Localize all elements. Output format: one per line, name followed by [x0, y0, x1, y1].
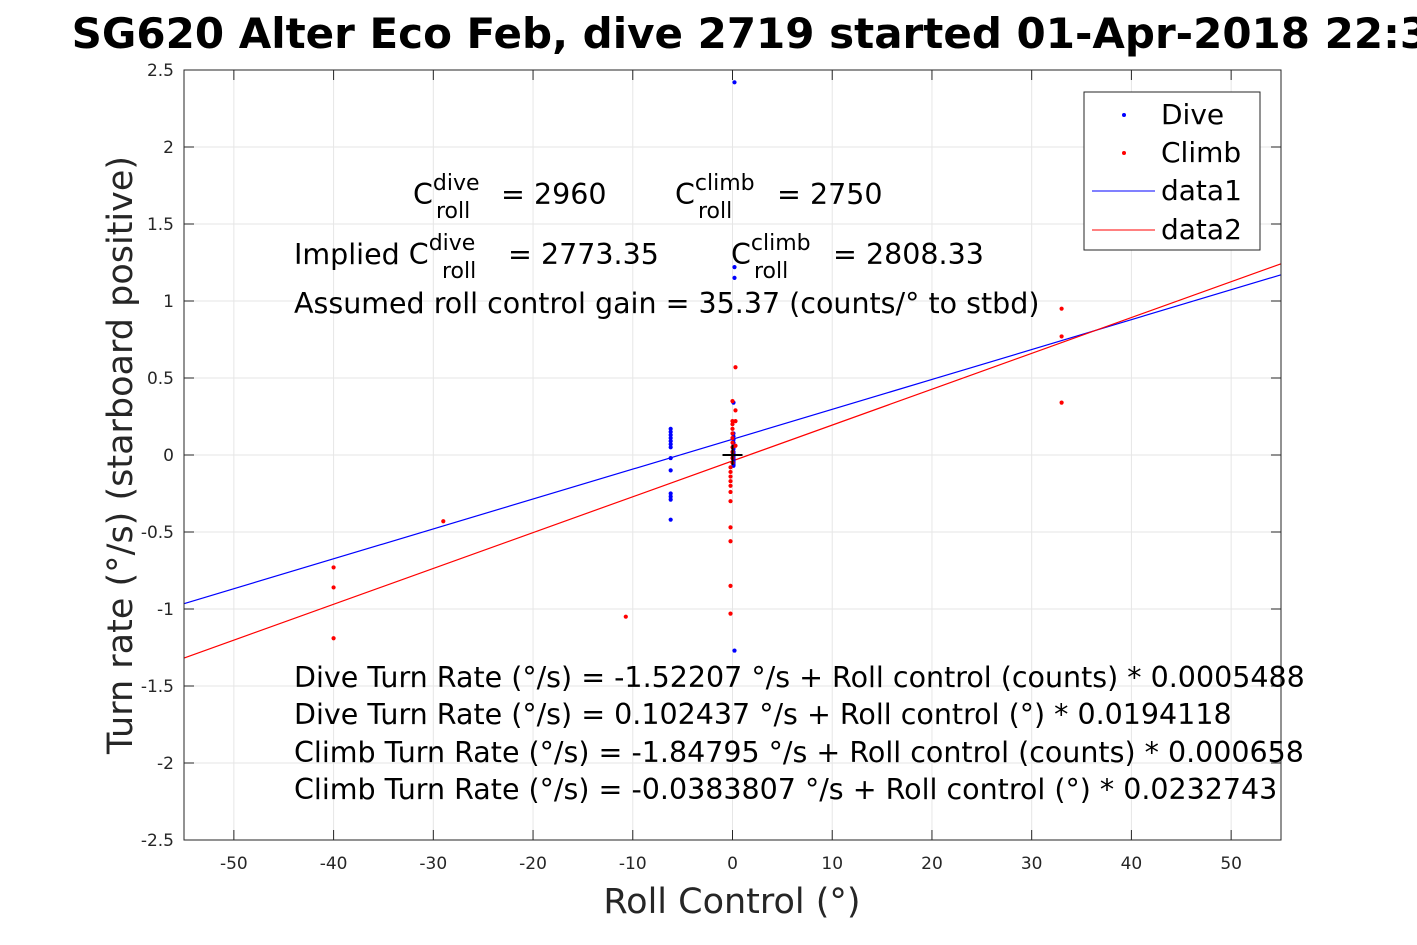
legend-dive-label: Dive — [1161, 98, 1224, 131]
point-climb — [730, 435, 735, 441]
point-climb — [733, 408, 738, 413]
point-climb — [733, 443, 738, 448]
x-tick-label: -40 — [320, 854, 348, 874]
y-tick-label: -2 — [157, 754, 174, 774]
y-tick-label: 0 — [163, 446, 174, 466]
x-tick-label: -50 — [220, 854, 248, 874]
point-dive — [668, 494, 673, 499]
y-tick-label: 2.5 — [147, 61, 174, 81]
origin-marker — [722, 445, 743, 465]
point-dive — [668, 491, 673, 496]
point-dive — [668, 497, 673, 502]
point-climb — [728, 539, 733, 544]
point-climb — [728, 469, 733, 475]
y-tick-label: 1 — [163, 292, 174, 312]
point-climb — [728, 583, 733, 589]
y-tick-label: -1.5 — [141, 677, 174, 697]
point-climb — [728, 479, 733, 484]
legend-dive-swatch — [1122, 113, 1126, 117]
point-climb — [728, 489, 733, 495]
point-climb — [733, 365, 738, 370]
point-climb — [623, 614, 628, 619]
point-climb — [730, 426, 735, 431]
chart-title: SG620 Alter Eco Feb, dive 2719 started 0… — [72, 9, 1417, 58]
point-dive — [732, 275, 737, 280]
point-climb — [1059, 306, 1064, 311]
legend-data1-label: data1 — [1161, 174, 1242, 207]
point-dive — [668, 432, 673, 438]
y-tick-label: 0.5 — [147, 369, 174, 389]
point-dive — [732, 648, 737, 653]
point-dive — [668, 445, 673, 450]
point-dive — [668, 429, 673, 434]
x-tick-label: 30 — [1021, 854, 1043, 874]
point-climb — [730, 431, 735, 436]
x-tick-label: -30 — [419, 854, 447, 874]
point-dive — [668, 517, 673, 522]
y-axis-label: Turn rate (°/s) (starboard positive) — [101, 156, 141, 755]
legend-climb-swatch — [1122, 151, 1126, 155]
x-ticks: -50 -40 -30 -20 -10 0 10 20 30 40 50 — [220, 70, 1242, 874]
y-ticks: -2.5 -2 -1.5 -1 -0.5 0 0.5 1 1.5 2 2.5 — [141, 61, 1281, 851]
climb-equation-counts: Climb Turn Rate (°/s) = -1.84795 °/s + R… — [294, 736, 1304, 769]
x-tick-label: -10 — [619, 854, 647, 874]
point-climb — [331, 565, 336, 570]
climb-equation-degrees: Climb Turn Rate (°/s) = -0.0383807 °/s +… — [294, 773, 1277, 806]
implied-c-roll-dive: Implied Cdive roll = 2773.35 — [294, 231, 659, 284]
y-tick-label: -0.5 — [141, 523, 174, 543]
y-tick-label: 1.5 — [147, 215, 174, 235]
point-dive — [668, 435, 673, 441]
legend-data2-label: data2 — [1161, 213, 1242, 246]
point-dive — [732, 265, 737, 270]
point-climb — [733, 419, 738, 424]
point-climb — [728, 465, 733, 470]
point-climb — [728, 483, 733, 488]
point-climb — [730, 422, 735, 427]
point-dive — [668, 426, 673, 431]
implied-c-roll-climb: Cclimb roll = 2808.33 — [731, 231, 984, 284]
point-dive — [668, 455, 673, 461]
point-climb — [1059, 334, 1064, 339]
point-climb — [331, 636, 336, 641]
point-climb — [728, 474, 733, 479]
y-tick-label: -2.5 — [141, 831, 174, 851]
point-climb — [728, 499, 733, 504]
point-climb — [441, 519, 446, 524]
c-roll-climb: Cclimb roll = 2750 — [675, 171, 883, 224]
x-tick-label: -20 — [519, 854, 547, 874]
x-tick-label: 10 — [821, 854, 843, 874]
x-tick-label: 40 — [1121, 854, 1143, 874]
point-dive — [668, 468, 673, 473]
x-tick-label: 0 — [727, 854, 738, 874]
point-dive — [668, 442, 673, 447]
point-climb — [730, 399, 735, 404]
point-climb — [331, 585, 336, 590]
point-climb — [730, 440, 735, 445]
point-climb — [1059, 400, 1064, 405]
c-roll-dive: Cdive roll = 2960 — [413, 171, 607, 224]
y-tick-label: -1 — [157, 600, 174, 620]
dive-equation-degrees: Dive Turn Rate (°/s) = 0.102437 °/s + Ro… — [294, 698, 1232, 731]
point-dive — [668, 439, 673, 444]
x-tick-label: 20 — [921, 854, 943, 874]
roll-gain-annotation: Assumed roll control gain = 35.37 (count… — [294, 287, 1039, 320]
x-tick-label: 50 — [1220, 854, 1242, 874]
legend: Dive Climb data1 data2 — [1083, 91, 1261, 251]
point-climb — [728, 525, 733, 530]
data-points — [331, 80, 1064, 653]
dive-equation-counts: Dive Turn Rate (°/s) = -1.52207 °/s + Ro… — [294, 661, 1305, 694]
point-dive — [732, 80, 737, 85]
y-tick-label: 2 — [163, 138, 174, 158]
point-climb — [728, 611, 733, 616]
legend-box — [1083, 91, 1261, 251]
point-climb — [730, 419, 735, 424]
legend-climb-label: Climb — [1161, 136, 1241, 169]
x-axis-label: Roll Control (°) — [603, 882, 860, 922]
